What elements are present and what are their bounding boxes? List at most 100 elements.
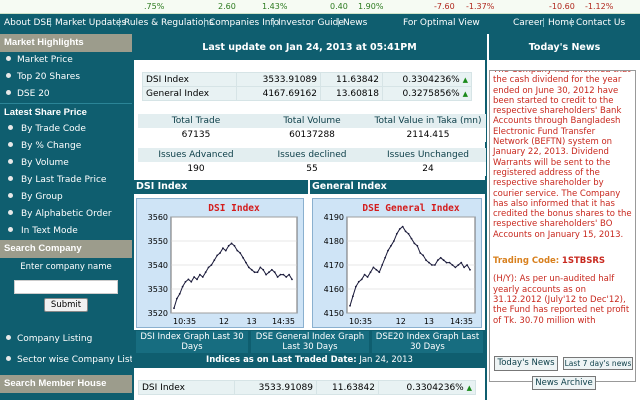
bullet-icon [8, 159, 13, 164]
submit-button[interactable]: Submit [44, 298, 88, 312]
bullet-icon [6, 356, 11, 361]
stat-value: 67135 [138, 128, 254, 142]
sidebar-item-by-volume[interactable]: By Volume [0, 155, 132, 172]
data-point [442, 259, 445, 262]
data-point [454, 266, 457, 269]
stat-header: Issues declined [254, 148, 370, 162]
data-point [431, 264, 433, 266]
ticker-item: -1.37% [466, 2, 495, 11]
data-point [425, 259, 427, 262]
data-point [178, 292, 181, 295]
nav-separator: | [272, 18, 276, 28]
sidebar-item-top-20-shares[interactable]: Top 20 Shares [0, 69, 132, 86]
sidebar-item-in-text-mode[interactable]: In Text Mode [0, 223, 132, 240]
sidebar-item-label: In Text Mode [21, 226, 78, 236]
nav-separator: | [570, 18, 574, 28]
ticker-item: 1.90% [358, 2, 384, 11]
news-scroller[interactable]: The Company has informed that the cash d… [489, 70, 636, 382]
data-point [439, 256, 442, 259]
search-member-house-heading: Search Member House [0, 375, 132, 393]
data-point [395, 232, 398, 235]
nav-investor-guide[interactable]: Investor Guide [278, 18, 344, 28]
sidebar-item-market-price[interactable]: Market Price [0, 52, 132, 69]
data-point [428, 261, 430, 264]
nav-contact-us[interactable]: Contact Us [576, 18, 626, 28]
data-point [407, 232, 410, 235]
data-point [384, 256, 387, 259]
company-search-input[interactable] [14, 280, 118, 294]
sidebar-item-by-trade-code[interactable]: By Trade Code [0, 121, 132, 138]
nav-market-updates[interactable]: Market Updates [55, 18, 127, 28]
trading-code-label: Trading Code: [493, 256, 560, 267]
x-tick-label: 14:35 [272, 317, 295, 326]
price-ticker: .75% 2.60 1.43% 0.40 1.90% -7.60 -1.37% … [0, 0, 640, 14]
sidebar-item-label: By Trade Code [21, 124, 86, 134]
stat-value: 55 [254, 162, 370, 176]
stat-value: 24 [370, 162, 486, 176]
last-7-days-news-button[interactable]: Last 7 day's news [563, 357, 633, 370]
dse20-30-days-graph-link[interactable]: DSE20 Index Graph Last 30 Days [372, 331, 483, 353]
table-row: DSI Index 3533.91089 11.63842 0.3304236%… [142, 72, 472, 87]
sidebar-item-label: By Last Trade Price [21, 175, 107, 185]
nav-about-dse[interactable]: About DSE [4, 18, 52, 28]
table-row: DSI Index 3533.91089 11.63842 0.3304236%… [138, 380, 476, 395]
sidebar-item-label: DSE 20 [17, 89, 50, 99]
right-column: Today's News The Company has informed th… [489, 34, 640, 400]
x-tick-label: 12 [396, 317, 406, 326]
data-point [460, 261, 463, 264]
sidebar-item-company-listing[interactable]: Company Listing [0, 331, 132, 348]
data-point [250, 268, 253, 271]
data-point [398, 228, 401, 230]
x-tick-label: 10:35 [173, 317, 196, 326]
data-point [360, 278, 363, 281]
data-point [236, 249, 239, 252]
data-point [276, 276, 279, 278]
index-name: General Index [142, 86, 237, 101]
todays-news-button[interactable]: Today's News [494, 356, 558, 371]
indices-as-on-label: Indices as on Last Traded Date: [206, 355, 357, 365]
data-point [273, 271, 276, 274]
index-name: DSI Index [142, 72, 237, 87]
issue-stats-table: Issues Advanced Issues declined Issues U… [138, 148, 486, 176]
main-content: Last update on Jan 24, 2013 at 05:41PM D… [132, 34, 487, 400]
nav-separator: | [118, 18, 122, 28]
data-point [369, 271, 372, 274]
nav-home[interactable]: Home [548, 18, 575, 28]
dsi-30-days-graph-link[interactable]: DSI Index Graph Last 30 Days [136, 331, 248, 353]
data-point [390, 244, 392, 247]
sidebar-item-by-group[interactable]: By Group [0, 189, 132, 206]
index-value: 3533.91089 [236, 72, 321, 87]
y-tick-label: 4190 [324, 213, 344, 222]
bullet-icon [8, 193, 13, 198]
nav-companies-info[interactable]: Companies Info [209, 18, 280, 28]
data-point [262, 268, 265, 271]
sidebar-item-by-pct-change[interactable]: By % Change [0, 138, 132, 155]
data-point [190, 280, 193, 283]
index-value: 4167.69162 [236, 86, 321, 101]
nav-news[interactable]: News [343, 18, 368, 28]
data-point [239, 252, 242, 254]
sidebar-item-by-alphabetic-order[interactable]: By Alphabetic Order [0, 206, 132, 223]
data-point [219, 252, 221, 254]
data-point [216, 254, 219, 257]
stat-header: Issues Advanced [138, 148, 254, 162]
nav-rules-regulations[interactable]: Rules & Regulations [124, 18, 214, 28]
ticker-item: 1.43% [262, 2, 288, 11]
index-pct-change: 0.3304236% ▲ [378, 380, 476, 395]
y-tick-label: 3540 [148, 261, 168, 270]
bullet-icon [6, 73, 11, 78]
y-tick-label: 3520 [148, 309, 168, 318]
news-archive-button[interactable]: News Archive [532, 376, 596, 390]
data-point [282, 273, 285, 276]
news-paragraph: The Company has informed that the cash d… [493, 70, 632, 240]
y-tick-label: 3530 [148, 285, 168, 294]
indices-as-on-heading: Indices as on Last Traded Date: Jan 24, … [134, 354, 485, 368]
sidebar-item-by-last-trade-price[interactable]: By Last Trade Price [0, 172, 132, 189]
bullet-icon [6, 90, 11, 95]
general-30-days-graph-link[interactable]: DSE General Index Graph Last 30 Days [251, 331, 369, 353]
nav-career[interactable]: Career [513, 18, 544, 28]
data-point [196, 278, 198, 281]
sidebar-item-sector-wise-list[interactable]: Sector wise Company List [0, 352, 133, 369]
sidebar-item-dse-20[interactable]: DSE 20 [0, 86, 132, 103]
ticker-item: -7.60 [434, 2, 455, 11]
